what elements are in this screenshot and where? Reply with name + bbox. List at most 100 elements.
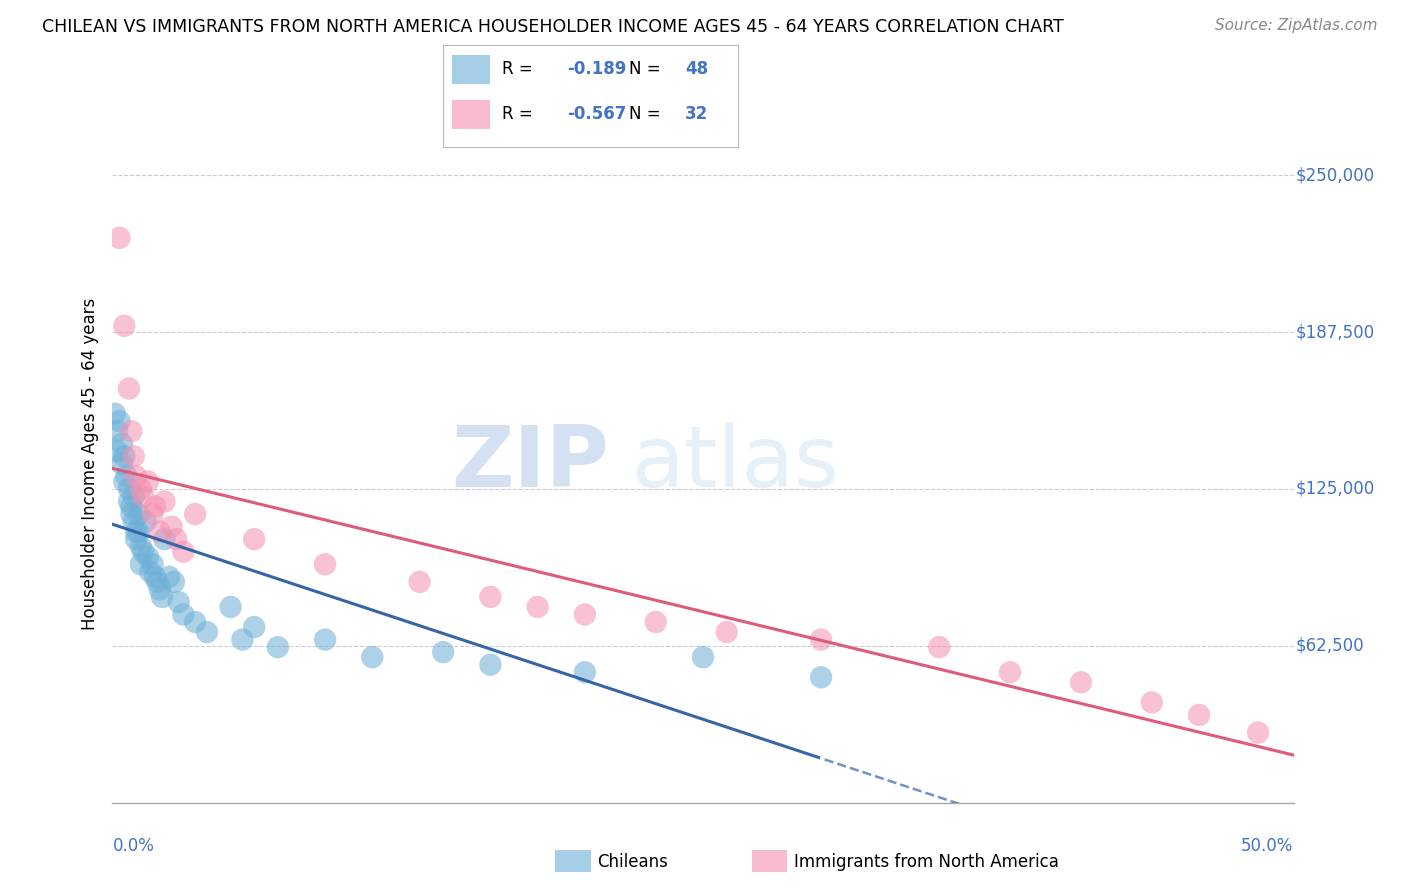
Text: R =: R =	[502, 105, 538, 123]
Point	[112, 318, 135, 333]
Point	[1140, 695, 1163, 709]
Point	[139, 565, 162, 579]
Point	[716, 625, 738, 640]
Point	[184, 507, 207, 521]
Point	[108, 231, 131, 245]
Point	[998, 665, 1021, 680]
Text: 50.0%: 50.0%	[1241, 837, 1294, 855]
Y-axis label: Householder Income Ages 45 - 64 years: Householder Income Ages 45 - 64 years	[80, 298, 98, 630]
Point	[149, 582, 172, 597]
Point	[243, 532, 266, 546]
Point	[129, 558, 152, 572]
Text: Chileans: Chileans	[598, 853, 668, 871]
Text: $125,000: $125,000	[1296, 480, 1375, 498]
Point	[120, 507, 142, 521]
Point	[118, 382, 141, 396]
Point	[1070, 675, 1092, 690]
Point	[810, 632, 832, 647]
Point	[184, 615, 207, 629]
Point	[132, 490, 155, 504]
Point	[125, 469, 148, 483]
Point	[1188, 707, 1211, 722]
Point	[149, 524, 172, 539]
Text: $187,500: $187,500	[1296, 323, 1375, 341]
Point	[122, 450, 145, 464]
Point	[120, 424, 142, 438]
Point	[408, 574, 430, 589]
Point	[136, 549, 159, 564]
Point	[165, 532, 187, 546]
Point	[122, 490, 145, 504]
Point	[267, 640, 290, 654]
Point	[928, 640, 950, 654]
Text: N =: N =	[628, 105, 666, 123]
Point	[479, 657, 502, 672]
Point	[120, 500, 142, 514]
Point	[361, 650, 384, 665]
Point	[574, 607, 596, 622]
Point	[142, 507, 165, 521]
Text: N =: N =	[628, 61, 666, 78]
Point	[172, 545, 194, 559]
Point	[314, 558, 336, 572]
Text: CHILEAN VS IMMIGRANTS FROM NORTH AMERICA HOUSEHOLDER INCOME AGES 45 - 64 YEARS C: CHILEAN VS IMMIGRANTS FROM NORTH AMERICA…	[42, 18, 1064, 36]
Point	[219, 599, 242, 614]
Point	[243, 620, 266, 634]
Point	[125, 532, 148, 546]
Point	[105, 424, 128, 438]
Point	[432, 645, 454, 659]
Point	[526, 599, 548, 614]
Point	[122, 515, 145, 529]
Point	[314, 632, 336, 647]
Text: -0.567: -0.567	[567, 105, 626, 123]
Point	[167, 595, 190, 609]
Point	[143, 570, 166, 584]
Point	[135, 515, 157, 529]
Point	[574, 665, 596, 680]
Point	[112, 475, 135, 489]
Point	[146, 574, 169, 589]
Point	[112, 450, 135, 464]
Point	[172, 607, 194, 622]
Text: $62,500: $62,500	[1296, 637, 1364, 655]
Point	[129, 540, 152, 554]
Point	[231, 632, 253, 647]
Text: atlas: atlas	[633, 422, 841, 506]
Point	[160, 519, 183, 533]
Text: ZIP: ZIP	[451, 422, 609, 506]
Text: -0.189: -0.189	[567, 61, 626, 78]
Point	[157, 570, 180, 584]
Point	[118, 482, 141, 496]
Point	[136, 475, 159, 489]
Point	[105, 444, 128, 458]
Point	[153, 494, 176, 508]
Point	[111, 457, 134, 471]
Point	[195, 625, 218, 640]
Text: R =: R =	[502, 61, 538, 78]
Point	[810, 670, 832, 684]
Text: Immigrants from North America: Immigrants from North America	[794, 853, 1059, 871]
Text: 0.0%: 0.0%	[112, 837, 155, 855]
Bar	[451, 100, 491, 128]
Point	[108, 414, 131, 428]
Point	[118, 494, 141, 508]
Point	[111, 436, 134, 450]
Point	[153, 532, 176, 546]
Point	[644, 615, 666, 629]
Point	[692, 650, 714, 665]
Point	[150, 590, 173, 604]
Point	[125, 524, 148, 539]
Point	[479, 590, 502, 604]
Point	[115, 469, 138, 483]
Text: $250,000: $250,000	[1296, 166, 1375, 184]
Text: 32: 32	[685, 105, 709, 123]
Point	[129, 482, 152, 496]
Point	[142, 558, 165, 572]
Point	[143, 500, 166, 514]
Point	[1247, 725, 1270, 739]
Point	[163, 574, 186, 589]
Point	[127, 507, 149, 521]
Text: 48: 48	[685, 61, 709, 78]
Bar	[451, 55, 491, 84]
Point	[132, 545, 155, 559]
